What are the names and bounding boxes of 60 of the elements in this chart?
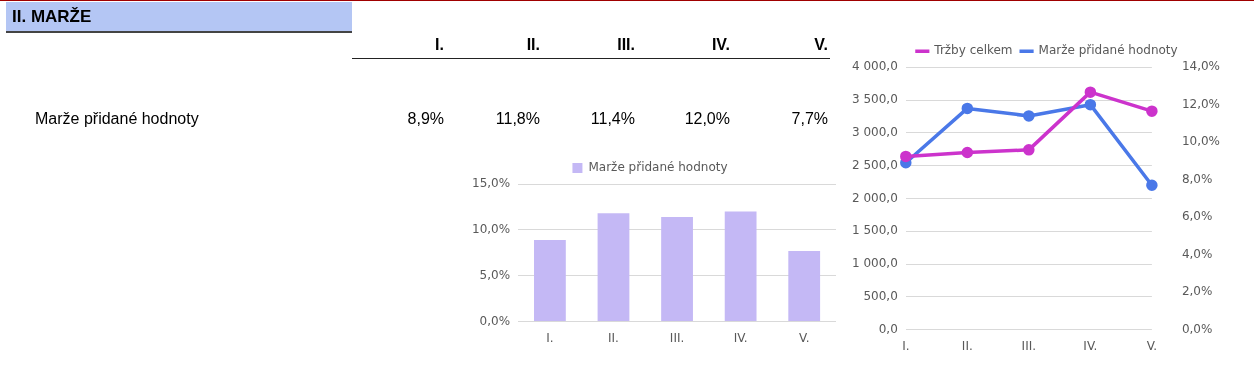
category-label: I. <box>434 36 444 54</box>
y-tick-label: 15,0% <box>472 176 511 191</box>
data-label: 8,9% <box>406 110 444 128</box>
legend-label: Marže přidané hodnoty <box>1038 43 1178 58</box>
y2-tick-label: 12,0% <box>1181 96 1220 111</box>
x-tick-label: II. <box>961 338 973 353</box>
y-tick-label: 2 000,0 <box>851 190 898 205</box>
x-tick-label: III. <box>1021 338 1037 353</box>
data-label: 7,7% <box>790 110 828 128</box>
point <box>961 102 974 115</box>
x-tick-label: I. <box>902 338 910 353</box>
data-label: 12,0% <box>683 110 730 128</box>
y2-tick-label: 6,0% <box>1181 209 1213 224</box>
x-tick-label: V. <box>1146 338 1158 353</box>
y-tick-label: 3 000,0 <box>851 124 898 139</box>
text: Marže přidané hodnoty <box>35 110 199 128</box>
y2-tick-label: 2,0% <box>1181 284 1213 299</box>
bar <box>724 211 757 322</box>
point <box>1084 86 1097 98</box>
x-tick-label: I. <box>546 330 554 345</box>
y-tick-label: 0,0 <box>878 321 898 336</box>
category-label: IV. <box>710 36 730 54</box>
x-tick-label: V. <box>798 330 810 345</box>
y-tick-label: 2 500,0 <box>851 157 898 172</box>
point <box>1023 144 1035 156</box>
category-label: III. <box>616 36 635 54</box>
legend-label: Marže přidané hodnoty <box>588 160 728 175</box>
y2-tick-label: 14,0% <box>1181 59 1220 74</box>
bar <box>788 250 821 322</box>
text: II. MARŽE <box>6 2 352 33</box>
point <box>900 150 912 163</box>
point <box>1146 179 1158 192</box>
bar <box>534 239 566 322</box>
x-tick-label: III. <box>669 330 685 345</box>
category-label: II. <box>525 36 540 54</box>
y-tick-label: 4 000,0 <box>851 59 898 74</box>
y2-tick-label: 8,0% <box>1181 171 1213 186</box>
y-tick-label: 1 500,0 <box>851 223 898 238</box>
y-tick-label: 3 500,0 <box>851 92 898 107</box>
x-tick-label: IV. <box>733 330 748 345</box>
y-tick-label: 0,0% <box>479 313 511 328</box>
y2-tick-label: 10,0% <box>1181 134 1220 149</box>
y-tick-label: 500,0 <box>863 288 898 303</box>
bar <box>597 213 630 322</box>
y2-tick-label: 0,0% <box>1181 321 1213 336</box>
point <box>1023 110 1035 122</box>
category-label: V. <box>813 36 828 54</box>
y2-tick-label: 4,0% <box>1181 246 1213 261</box>
legend-label: Tržby celkem <box>933 43 1013 58</box>
data-label: 11,8% <box>494 110 540 128</box>
x-tick-label: IV. <box>1083 338 1098 353</box>
y-tick-label: 1 000,0 <box>851 256 898 271</box>
x-tick-label: II. <box>608 330 619 345</box>
y-tick-label: 5,0% <box>479 267 511 282</box>
point <box>961 146 974 159</box>
data-label: 11,4% <box>589 110 635 128</box>
bar <box>661 217 693 322</box>
y-tick-label: 10,0% <box>472 221 511 236</box>
point <box>1146 105 1158 117</box>
point <box>1084 98 1097 111</box>
